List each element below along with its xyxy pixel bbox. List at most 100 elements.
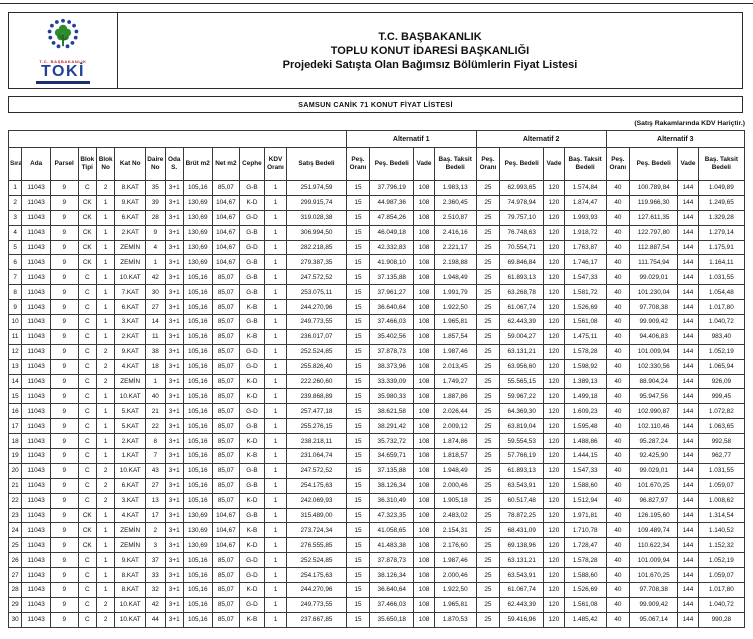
cell: 8.KAT — [114, 582, 147, 598]
cell: 3+1 — [164, 433, 184, 450]
cell: 19 — [7, 448, 23, 464]
column-header-1: Ada — [21, 147, 51, 181]
cell: 25 — [475, 522, 501, 539]
cell: 108 — [413, 596, 435, 613]
cell: 108 — [413, 239, 435, 256]
cell: 1 — [95, 537, 116, 554]
cell: 108 — [413, 209, 435, 226]
cell: G-B — [239, 507, 265, 524]
cell: 62.443,39 — [499, 314, 545, 330]
group-header-row: Alternatif 1 Alternatif 2 Alternatif 3 — [8, 130, 746, 148]
cell: 4.KAT — [114, 358, 147, 375]
cell: 315.489,00 — [286, 507, 347, 524]
cell: 35 — [145, 180, 166, 196]
cell: 1.581,72 — [563, 284, 607, 301]
cell: 55.565,15 — [499, 373, 545, 390]
cell: 40 — [605, 477, 631, 494]
cell: 3+1 — [164, 194, 184, 211]
title-line-1: T.C. BAŞBAKANLIK — [378, 30, 482, 43]
cell: 63.543,91 — [499, 567, 545, 584]
cell: 25 — [475, 477, 501, 494]
cell: 1 — [95, 433, 116, 450]
cell: 1.763,87 — [563, 239, 607, 256]
cell: 41.058,65 — [369, 522, 415, 539]
cell: 104,67 — [211, 194, 241, 211]
cell: 999,45 — [697, 388, 746, 405]
cell: 1 — [95, 567, 116, 584]
cell: 18 — [7, 433, 23, 450]
column-header-row: Sıra Ada Parsel Blok Tipi Blok No Kat No Daire… — [7, 147, 746, 181]
cell: 2.KAT — [114, 224, 147, 241]
table-row: 5 11043 9 CK 1 ZEMİN 4 3+1 130,69 104,67 G-D 1 282.2… — [7, 239, 746, 256]
cell: 1.547,33 — [563, 462, 607, 479]
cell: 2.510,87 — [433, 209, 477, 226]
column-header-19: Vade — [543, 147, 565, 181]
cell: C — [77, 596, 97, 613]
cell: 120 — [543, 433, 565, 450]
cell: C — [77, 552, 97, 569]
cell: 3 — [7, 209, 23, 226]
cell: 11043 — [21, 537, 51, 554]
cell: K-B — [239, 522, 265, 539]
cell: 2 — [95, 373, 116, 390]
cell: 120 — [543, 358, 565, 375]
column-header-9: Net m2 — [211, 147, 241, 181]
cell: 3.KAT — [114, 314, 147, 330]
cell: 15 — [345, 358, 371, 375]
table-row: 10 11043 9 C 1 3.KAT 14 3+1 105,16 85,07 G-B 1 249.7… — [7, 314, 746, 330]
cell: 3+1 — [164, 492, 184, 509]
cell: 15 — [345, 254, 371, 271]
cell: 9 — [49, 314, 79, 330]
cell: 40 — [605, 611, 631, 628]
cell: 120 — [543, 582, 565, 598]
cell: 242.069,93 — [286, 492, 347, 509]
cell: 35.980,33 — [369, 388, 415, 405]
cell: 1 — [263, 254, 288, 271]
cell: 102.110,46 — [629, 418, 679, 435]
cell: C — [77, 358, 97, 375]
cell: 144 — [677, 299, 699, 316]
cell: 85,07 — [211, 492, 241, 509]
title-line-2: TOPLU KONUT İDARESİ BAŞKANLIĞI — [330, 44, 530, 57]
cell: 25 — [475, 582, 501, 598]
cell: 15 — [345, 492, 371, 509]
cell: 40 — [605, 373, 631, 390]
cell: 1.578,28 — [563, 552, 607, 569]
cell: 37.961,27 — [369, 284, 415, 301]
cell: 108 — [413, 433, 435, 450]
cell: G-B — [239, 224, 265, 241]
column-header-21: Peş. Oranı — [605, 147, 631, 181]
cell: 1 — [263, 462, 288, 479]
column-header-11: KDV Oranı — [263, 147, 288, 181]
cell: 10.KAT — [114, 611, 147, 628]
cell: 70.554,71 — [499, 239, 545, 256]
cell: 11043 — [21, 611, 51, 628]
table-row: 24 11043 9 CK 1 ZEMİN 2 3+1 130,69 104,67 K-B 1 273.… — [7, 522, 746, 539]
cell: 1 — [95, 254, 116, 271]
cell: 10.KAT — [114, 462, 147, 479]
cell: 1.749,27 — [433, 373, 477, 390]
cell: 15 — [345, 194, 371, 211]
cell: 1 — [263, 239, 288, 256]
cell: 3+1 — [164, 611, 184, 628]
cell: 130,69 — [182, 209, 213, 226]
cell: 1 — [263, 343, 288, 360]
cell: 108 — [413, 299, 435, 316]
logo-org-text: T.C. BAŞBAKANLIK — [39, 59, 87, 64]
cell: 1.561,08 — [563, 596, 607, 613]
cell: 85,07 — [211, 388, 241, 405]
cell: 104,67 — [211, 254, 241, 271]
cell: K-B — [239, 611, 265, 628]
cell: 120 — [543, 537, 565, 554]
cell: 11043 — [21, 522, 51, 539]
table-row: 9 11043 9 C 1 6.KAT 27 3+1 105,16 85,07 K-B 1 244.27… — [7, 299, 746, 316]
cell: CK — [77, 224, 97, 241]
cell: 120 — [543, 418, 565, 435]
cell: 120 — [543, 462, 565, 479]
cell: 32 — [145, 582, 166, 598]
cell: 255.826,40 — [286, 358, 347, 375]
toki-logo: T.C. BAŞBAKANLIK TOKİ — [34, 17, 92, 84]
cell: 9 — [49, 254, 79, 271]
cell: 1 — [263, 299, 288, 316]
cell: 1.040,72 — [697, 596, 746, 613]
